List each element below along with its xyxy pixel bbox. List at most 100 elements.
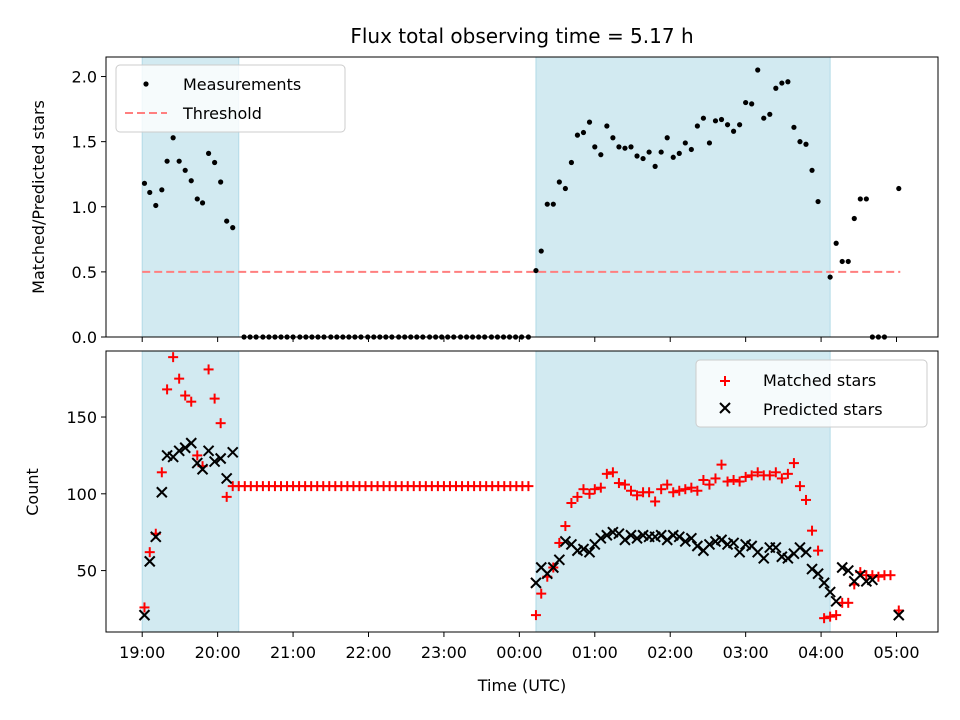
- ratio-panel: 0.00.51.01.52.0 Matched/Predicted stars …: [29, 56, 939, 347]
- matched-star-point: [788, 458, 799, 469]
- measurement-point: [815, 198, 821, 205]
- measurement-point: [574, 132, 581, 138]
- matched-star-point: [144, 547, 155, 558]
- predicted-star-point: [782, 552, 794, 565]
- predicted-star-point: [173, 445, 185, 457]
- measurement-point: [562, 185, 568, 192]
- predicted-star-point: [150, 531, 162, 543]
- measurement-point: [700, 115, 707, 121]
- measurement-point: [230, 225, 236, 231]
- measurement-point: [670, 154, 676, 160]
- predicted-star-point: [144, 555, 156, 568]
- measurement-point: [640, 155, 646, 162]
- time-x-tick-label: 02:00: [647, 643, 693, 662]
- legend-matched-marker: [720, 376, 730, 386]
- matched-star-point: [566, 498, 577, 509]
- matched-star-point: [698, 474, 709, 485]
- predicted-star-point: [227, 446, 239, 459]
- matched-star-point: [215, 418, 226, 429]
- measurement-point: [153, 202, 159, 209]
- time-x-tick-label: 22:00: [345, 643, 391, 662]
- predicted-star-point: [842, 564, 854, 577]
- matched-star-point: [807, 525, 818, 536]
- measurement-point: [164, 158, 170, 164]
- predicted-star-point: [800, 546, 812, 558]
- matched-star-point: [728, 474, 739, 485]
- matched-star-point: [716, 459, 727, 470]
- time-x-tick-label: 01:00: [572, 643, 618, 662]
- predicted-star-point: [812, 567, 824, 580]
- matched-star-point: [180, 390, 191, 401]
- measurement-point: [779, 80, 785, 86]
- measurement-point: [634, 153, 640, 159]
- measurement-point: [586, 119, 593, 125]
- measurement-point: [797, 139, 803, 145]
- matched-star-point: [613, 478, 624, 489]
- ratio-y-tick-label: 0.0: [72, 328, 97, 347]
- measurement-point: [682, 140, 688, 146]
- predicted-star-point: [794, 541, 806, 554]
- measurement-point: [803, 141, 809, 147]
- matched-star-point: [800, 494, 811, 505]
- measurement-point: [749, 101, 755, 107]
- matched-star-point: [662, 479, 673, 490]
- measurement-point: [857, 196, 863, 202]
- measurement-point: [628, 144, 634, 150]
- predicted-star-point: [661, 534, 673, 546]
- predicted-star-point: [836, 561, 848, 574]
- matched-star-point: [656, 484, 667, 495]
- measurement-point: [676, 150, 682, 156]
- matched-star-point: [650, 496, 661, 507]
- predicted-star-point: [202, 445, 215, 457]
- matched-star-point: [578, 484, 589, 495]
- measurement-point: [580, 129, 587, 136]
- matched-star-point: [831, 610, 842, 621]
- measurement-point: [712, 118, 719, 124]
- matched-star-point: [536, 588, 547, 599]
- matched-star-point: [764, 470, 775, 481]
- matched-star-point: [168, 352, 179, 363]
- matched-star-point: [203, 364, 214, 375]
- predicted-star-point: [715, 534, 728, 546]
- measurement-point: [737, 122, 743, 128]
- matched-star-point: [813, 545, 824, 556]
- count-y-tick-label: 150: [66, 408, 97, 427]
- matched-star-point: [692, 485, 703, 496]
- measurement-point: [827, 274, 833, 280]
- matched-star-point: [794, 481, 805, 492]
- predicted-star-point: [893, 609, 905, 621]
- predicted-star-point: [559, 535, 572, 548]
- predicted-star-point: [208, 455, 221, 468]
- measurement-point: [224, 218, 230, 224]
- chart-title: Flux total observing time = 5.17 h: [350, 24, 693, 48]
- measurement-point: [658, 149, 664, 155]
- count-y-axis-label: Count: [23, 468, 42, 516]
- measurement-point: [896, 185, 902, 192]
- matched-star-point: [595, 482, 606, 493]
- count-band-1: [141, 350, 240, 633]
- predicted-star-point: [601, 529, 613, 541]
- matched-star-point: [885, 570, 896, 581]
- measurement-point: [718, 116, 725, 123]
- time-x-axis-label: Time (UTC): [477, 676, 566, 695]
- measurement-point: [533, 267, 539, 274]
- predicted-star-point: [185, 437, 197, 449]
- measurement-point: [610, 135, 616, 141]
- matched-star-point: [560, 521, 571, 532]
- ratio-legend: Measurements Threshold: [115, 64, 346, 133]
- predicted-star-point: [830, 595, 842, 607]
- predicted-star-point: [758, 552, 770, 565]
- ratio-band-2: [535, 56, 831, 338]
- count-panel: 50 100 150 19:00 20:00 21:00 22:00 23:00 00:00 0…: [23, 350, 939, 695]
- measurement-point: [592, 144, 598, 150]
- matched-star-point: [704, 479, 715, 490]
- measurement-point: [646, 149, 652, 155]
- predicted-star-point: [530, 577, 542, 589]
- ratio-plot-frame: [105, 56, 939, 338]
- count-legend-box: [695, 359, 928, 428]
- count-y-axis: 50 100 150: [66, 408, 106, 581]
- measurement-point: [159, 187, 165, 193]
- predicted-star-point: [691, 540, 704, 552]
- predicted-star-point: [806, 563, 818, 575]
